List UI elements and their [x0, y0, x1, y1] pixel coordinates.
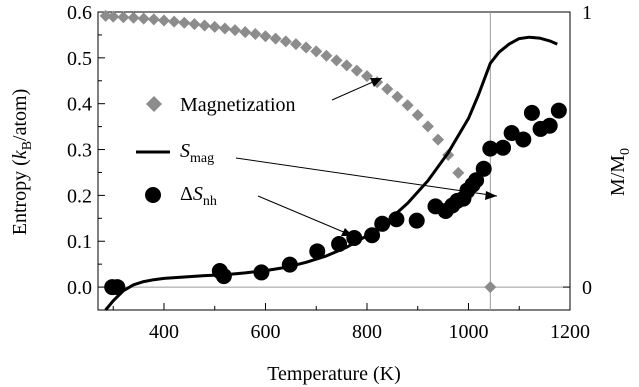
magnetization-point: [381, 83, 394, 96]
right-axis-title: M/M0: [607, 148, 633, 196]
magnetization-point: [259, 30, 272, 43]
dsnh-point: [408, 212, 425, 229]
legend-dsnh-label: ΔSnh: [180, 183, 217, 209]
dsnh-point: [364, 227, 381, 244]
magnetization-point: [127, 11, 140, 24]
dsnh-point: [253, 264, 270, 281]
magnetization-point: [360, 70, 373, 83]
magnetization-arrowhead: [370, 78, 382, 87]
dsnh-point: [109, 279, 126, 296]
dsnh-point: [475, 160, 492, 177]
magnetization-point: [269, 32, 282, 45]
magnetization-point: [168, 15, 181, 28]
magnetization-point: [208, 20, 221, 33]
magnetization-point: [249, 28, 262, 41]
y-tick-label: 0.6: [67, 2, 92, 24]
dsnh-point: [515, 131, 532, 148]
dsnh-point: [523, 104, 540, 121]
y-tick-label: 0.2: [67, 185, 92, 207]
y-tick-label: 0.3: [67, 140, 92, 162]
magnetization-point: [452, 166, 465, 179]
x-tick-label: 600: [250, 321, 280, 343]
magnetization-point: [117, 11, 130, 24]
magnetization-point: [401, 99, 414, 112]
dsnh-point: [468, 172, 485, 189]
magnetization-point: [229, 24, 242, 37]
x-axis-title: Temperature (K): [267, 363, 401, 385]
magnetization-point: [350, 64, 363, 77]
magnetization-point: [330, 54, 343, 67]
right-tick-label: 0: [582, 277, 592, 299]
plot-frame: [97, 11, 571, 311]
magnetization-point: [188, 18, 201, 31]
right-axis-ticks: 01: [563, 2, 592, 299]
magnetization-point: [391, 90, 404, 103]
legend: Magnetization Smag ΔSnh: [136, 77, 498, 237]
x-tick-label: 400: [149, 321, 179, 343]
magnetization-point: [279, 35, 292, 48]
magnetization-point: [320, 49, 333, 62]
x-tick-label: 1200: [550, 321, 590, 343]
magnetization-point: [198, 19, 211, 32]
dsnh-point: [495, 139, 512, 156]
magnetization-point: [178, 16, 191, 29]
magnetization-point: [147, 13, 160, 26]
dsnh-point: [550, 102, 567, 119]
magnetization-point: [484, 281, 497, 294]
smag-line: [104, 35, 558, 311]
dsnh-point: [374, 215, 391, 232]
smag-arrowhead: [485, 191, 497, 200]
magnetization-point: [157, 14, 170, 27]
dsnh-point: [215, 268, 232, 285]
dsnh-point: [482, 140, 499, 157]
magnetization-point: [218, 22, 231, 35]
magnetization-point: [340, 59, 353, 72]
magnetization-point: [289, 38, 302, 51]
dsnh-point: [331, 235, 348, 252]
magnetization-point: [239, 26, 252, 39]
legend-dsnh-marker: [145, 187, 161, 203]
x-tick-label: 800: [352, 321, 382, 343]
magnetization-point: [432, 133, 445, 146]
dsnh-pointer-arrow: [257, 195, 354, 237]
magnetization-point: [137, 12, 150, 25]
dsnh-arrowhead: [341, 228, 353, 236]
x-axis-ticks: 400 600 800 1000 1200: [112, 303, 590, 343]
y-tick-label: 0.0: [67, 277, 92, 299]
smag-pointer-arrow: [235, 157, 498, 197]
series-layer: [99, 9, 567, 311]
legend-magnetization-marker: [146, 96, 162, 112]
dsnh-point: [503, 125, 520, 142]
magnetization-point: [99, 9, 112, 22]
dsnh-point: [309, 243, 326, 260]
y-tick-label: 0.1: [67, 231, 92, 253]
y-axis-ticks: 0.0 0.1 0.2 0.3 0.4 0.5 0.6: [67, 2, 105, 299]
magnetization-point: [107, 10, 120, 23]
magnetization-point: [411, 109, 424, 122]
dsnh-point: [388, 211, 405, 228]
legend-magnetization-label: Magnetization: [180, 94, 296, 116]
right-tick-label: 1: [582, 2, 592, 24]
dsnh-point: [281, 256, 298, 273]
y-axis-title: Entropy (kB/atom): [9, 89, 35, 236]
dsnh-point: [541, 117, 558, 134]
magnetization-point: [300, 41, 313, 54]
y-tick-label: 0.5: [67, 48, 92, 70]
legend-smag-label: Smag: [180, 140, 214, 166]
y-tick-label: 0.4: [67, 94, 92, 116]
magnetization-point: [310, 45, 323, 58]
x-tick-label: 1000: [448, 321, 488, 343]
magnetization-point: [421, 120, 434, 133]
